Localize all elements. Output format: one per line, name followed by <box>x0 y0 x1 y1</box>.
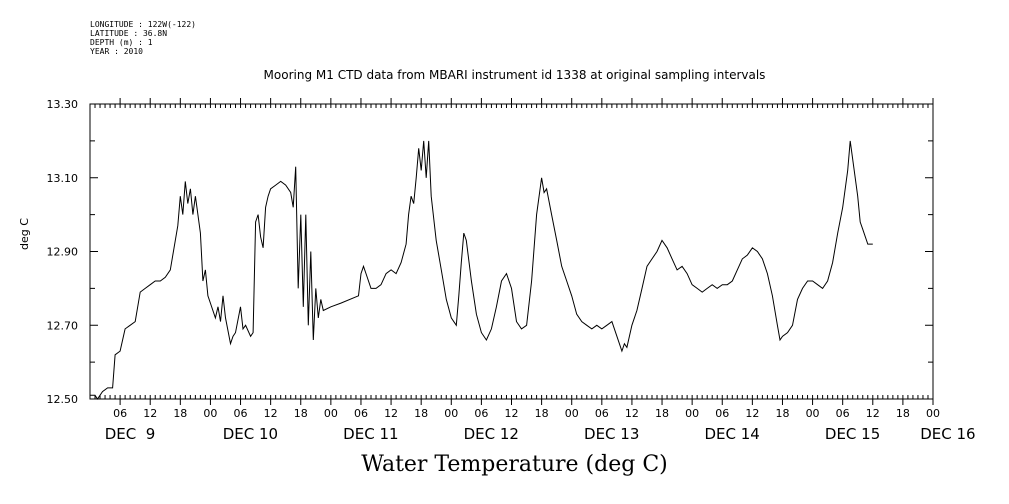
date-label: DEC 14 <box>704 425 759 443</box>
depth-text: DEPTH (m) : 1 <box>90 38 153 47</box>
x-tick-label: 12 <box>143 407 157 420</box>
x-tick-label: 06 <box>474 407 488 420</box>
longitude-text: LONGITUDE : 122W(-122) <box>90 20 196 29</box>
x-tick-label: 06 <box>354 407 368 420</box>
plot-frame <box>89 103 934 400</box>
x-tick-label: 00 <box>926 407 940 420</box>
date-label: DEC 13 <box>584 425 639 443</box>
x-axis-label: Water Temperature (deg C) <box>361 452 668 477</box>
date-label: DEC 16 <box>920 425 975 443</box>
x-tick-label: 18 <box>896 407 910 420</box>
x-tick-label: 00 <box>806 407 820 420</box>
x-tick-label: 00 <box>685 407 699 420</box>
y-tick-label: 12.70 <box>47 319 79 332</box>
y-tick-label: 12.50 <box>47 393 79 406</box>
latitude-text: LATITUDE : 36.8N <box>90 29 168 38</box>
x-tick-label: 00 <box>444 407 458 420</box>
x-tick-label: 18 <box>655 407 669 420</box>
y-tick-label: 13.30 <box>47 98 79 111</box>
temperature-line <box>90 140 873 400</box>
x-tick-label: 12 <box>745 407 759 420</box>
y-tick-label: 13.10 <box>47 172 79 185</box>
date-label: DEC 11 <box>343 425 398 443</box>
y-tick-label: 12.90 <box>47 246 79 259</box>
x-tick-label: 12 <box>384 407 398 420</box>
year-text: YEAR : 2010 <box>90 47 143 56</box>
x-axis: 06 12 18 00 06 12 18 00 06 12 18 00 06 12 18 00 06 12 18 00… <box>113 98 940 420</box>
x-tick-label: 18 <box>775 407 789 420</box>
date-label: DEC 15 <box>825 425 880 443</box>
x-tick-label: 18 <box>173 407 187 420</box>
x-tick-label: 12 <box>264 407 278 420</box>
x-tick-label: 12 <box>505 407 519 420</box>
date-labels: DEC 9 DEC 10 DEC 11 DEC 12 DEC 13 DEC 14 DEC 1… <box>105 425 976 443</box>
minor-ticks <box>89 104 934 399</box>
x-tick-label: 06 <box>234 407 248 420</box>
chart-title: Mooring M1 CTD data from MBARI instrumen… <box>263 68 766 82</box>
x-tick-label: 00 <box>324 407 338 420</box>
x-tick-label: 18 <box>294 407 308 420</box>
x-tick-label: 00 <box>565 407 579 420</box>
x-tick-label: 18 <box>414 407 428 420</box>
x-tick-label: 00 <box>203 407 217 420</box>
x-tick-label: 12 <box>625 407 639 420</box>
x-tick-label: 06 <box>595 407 609 420</box>
y-axis-label: deg C <box>18 218 31 250</box>
x-tick-label: 06 <box>836 407 850 420</box>
date-label: DEC 10 <box>223 425 278 443</box>
x-tick-label: 12 <box>866 407 880 420</box>
date-label: DEC 12 <box>464 425 519 443</box>
y-axis: 12.50 12.70 12.90 13.10 13.30 <box>47 98 933 406</box>
x-tick-label: 06 <box>113 407 127 420</box>
date-label: DEC 9 <box>105 425 156 443</box>
metadata-block: LONGITUDE : 122W(-122) LATITUDE : 36.8N … <box>90 20 196 56</box>
x-tick-label: 18 <box>535 407 549 420</box>
x-tick-label: 06 <box>715 407 729 420</box>
